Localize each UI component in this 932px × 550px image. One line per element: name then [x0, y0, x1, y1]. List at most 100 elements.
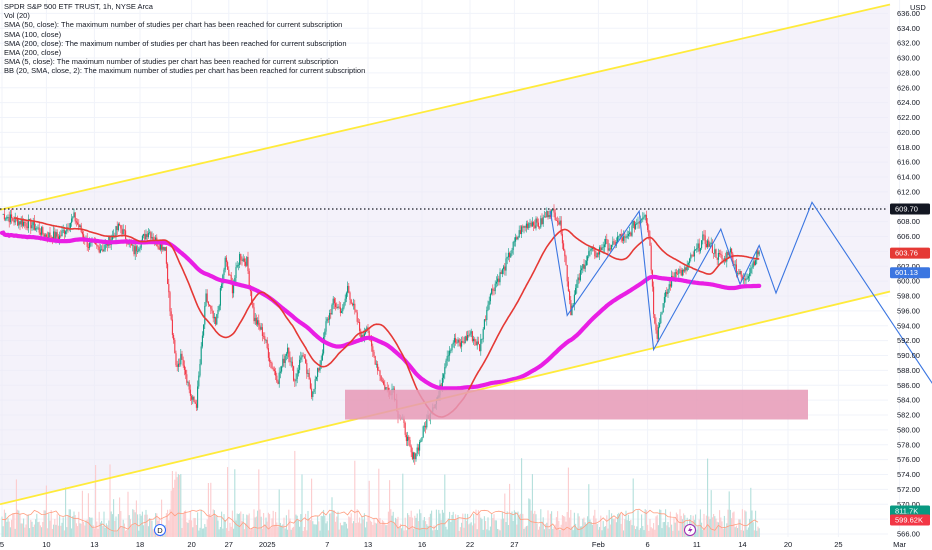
candle-body	[575, 287, 577, 295]
candle-body	[723, 258, 725, 260]
candle-body	[494, 283, 496, 292]
candle-body	[237, 264, 239, 266]
candle-body	[332, 298, 334, 305]
candle-body	[170, 311, 172, 320]
price-tick-label: 584.00	[897, 396, 920, 405]
candle-body	[3, 214, 5, 220]
volume-bar	[175, 471, 177, 537]
candle-body	[407, 436, 409, 442]
volume-bar	[267, 512, 269, 537]
candle-body	[440, 384, 442, 388]
volume-bar	[429, 513, 431, 537]
candle-body	[503, 266, 505, 270]
volume-bar	[101, 520, 103, 537]
candle-body	[183, 365, 185, 370]
volume-bar	[369, 520, 371, 537]
volume-bar	[599, 526, 601, 537]
volume-bar	[18, 510, 20, 537]
volume-bar	[601, 530, 603, 537]
volume-bar	[461, 522, 463, 537]
candle-body	[667, 289, 669, 295]
candle-body	[519, 230, 521, 235]
volume-bar	[282, 524, 284, 537]
candle-body	[613, 241, 615, 242]
volume-bar	[179, 474, 181, 537]
candle-body	[553, 209, 555, 213]
volume-bar	[8, 521, 10, 537]
time-tick-label: 22	[466, 540, 474, 549]
volume-bar	[135, 500, 137, 537]
candle-body	[78, 224, 80, 228]
candle-body	[509, 252, 511, 258]
candle-body	[674, 272, 676, 278]
candle-body	[86, 238, 88, 247]
volume-bar	[277, 526, 279, 537]
price-tick-label: 636.00	[897, 9, 920, 18]
candle-body	[597, 252, 599, 255]
candle-body	[138, 248, 140, 252]
volume-bar	[365, 527, 367, 537]
volume-bar	[216, 515, 218, 537]
volume-bar	[15, 479, 17, 537]
volume-bar	[401, 528, 403, 537]
candle-body	[23, 221, 25, 226]
candle-body	[573, 294, 575, 306]
candle-body	[201, 335, 203, 347]
volume-bar	[165, 513, 167, 537]
volume-bar	[195, 525, 197, 537]
candle-body	[518, 230, 520, 237]
volume-bar	[749, 518, 751, 537]
candle-body	[213, 317, 215, 319]
candle-body	[311, 388, 313, 398]
volume-bar	[31, 521, 33, 537]
time-tick-label: 2025	[259, 540, 276, 549]
volume-bar	[272, 510, 274, 537]
candle-body	[693, 249, 695, 257]
candle-body	[647, 222, 649, 230]
candle-body	[325, 321, 327, 332]
volume-bar	[312, 521, 314, 537]
volume-bar	[35, 519, 37, 537]
candle-body	[721, 254, 723, 260]
volume-bar	[470, 522, 472, 537]
volume-bar	[191, 520, 193, 537]
volume-bar	[464, 513, 466, 537]
volume-bar	[359, 517, 361, 537]
candle-body	[577, 277, 579, 285]
candle-body	[572, 305, 574, 306]
volume-bar	[437, 529, 439, 537]
candle-body	[666, 292, 668, 295]
candle-body	[696, 248, 698, 250]
candle-body	[98, 246, 100, 253]
candle-body	[48, 232, 50, 239]
volume-bar	[747, 527, 749, 537]
candle-body	[145, 234, 147, 240]
volume-bar	[453, 519, 455, 537]
volume-bar	[548, 528, 550, 537]
candle-body	[224, 257, 226, 270]
volume-bar	[617, 514, 619, 537]
candle-body	[566, 265, 568, 282]
candle-body	[263, 335, 265, 337]
candle-body	[377, 363, 379, 371]
price-tick-label: 618.00	[897, 143, 920, 152]
candle-body	[379, 370, 381, 377]
candle-body	[104, 244, 106, 250]
volume-bar	[477, 510, 479, 537]
volume-bar	[708, 516, 710, 537]
volume-bar	[225, 528, 227, 537]
volume-bar	[399, 523, 401, 537]
candle-body	[210, 305, 212, 309]
price-tick-label: 602.00	[897, 262, 920, 271]
volume-bar	[222, 528, 224, 537]
candle-body	[119, 223, 121, 226]
volume-bar	[9, 527, 11, 537]
volume-bar	[344, 521, 346, 537]
candle-body	[180, 353, 182, 365]
legend-line: SMA (5, close): The maximum number of st…	[4, 57, 339, 67]
price-tick-label: 570.00	[897, 500, 920, 509]
candle-body	[746, 278, 748, 279]
volume-bar	[506, 511, 508, 537]
